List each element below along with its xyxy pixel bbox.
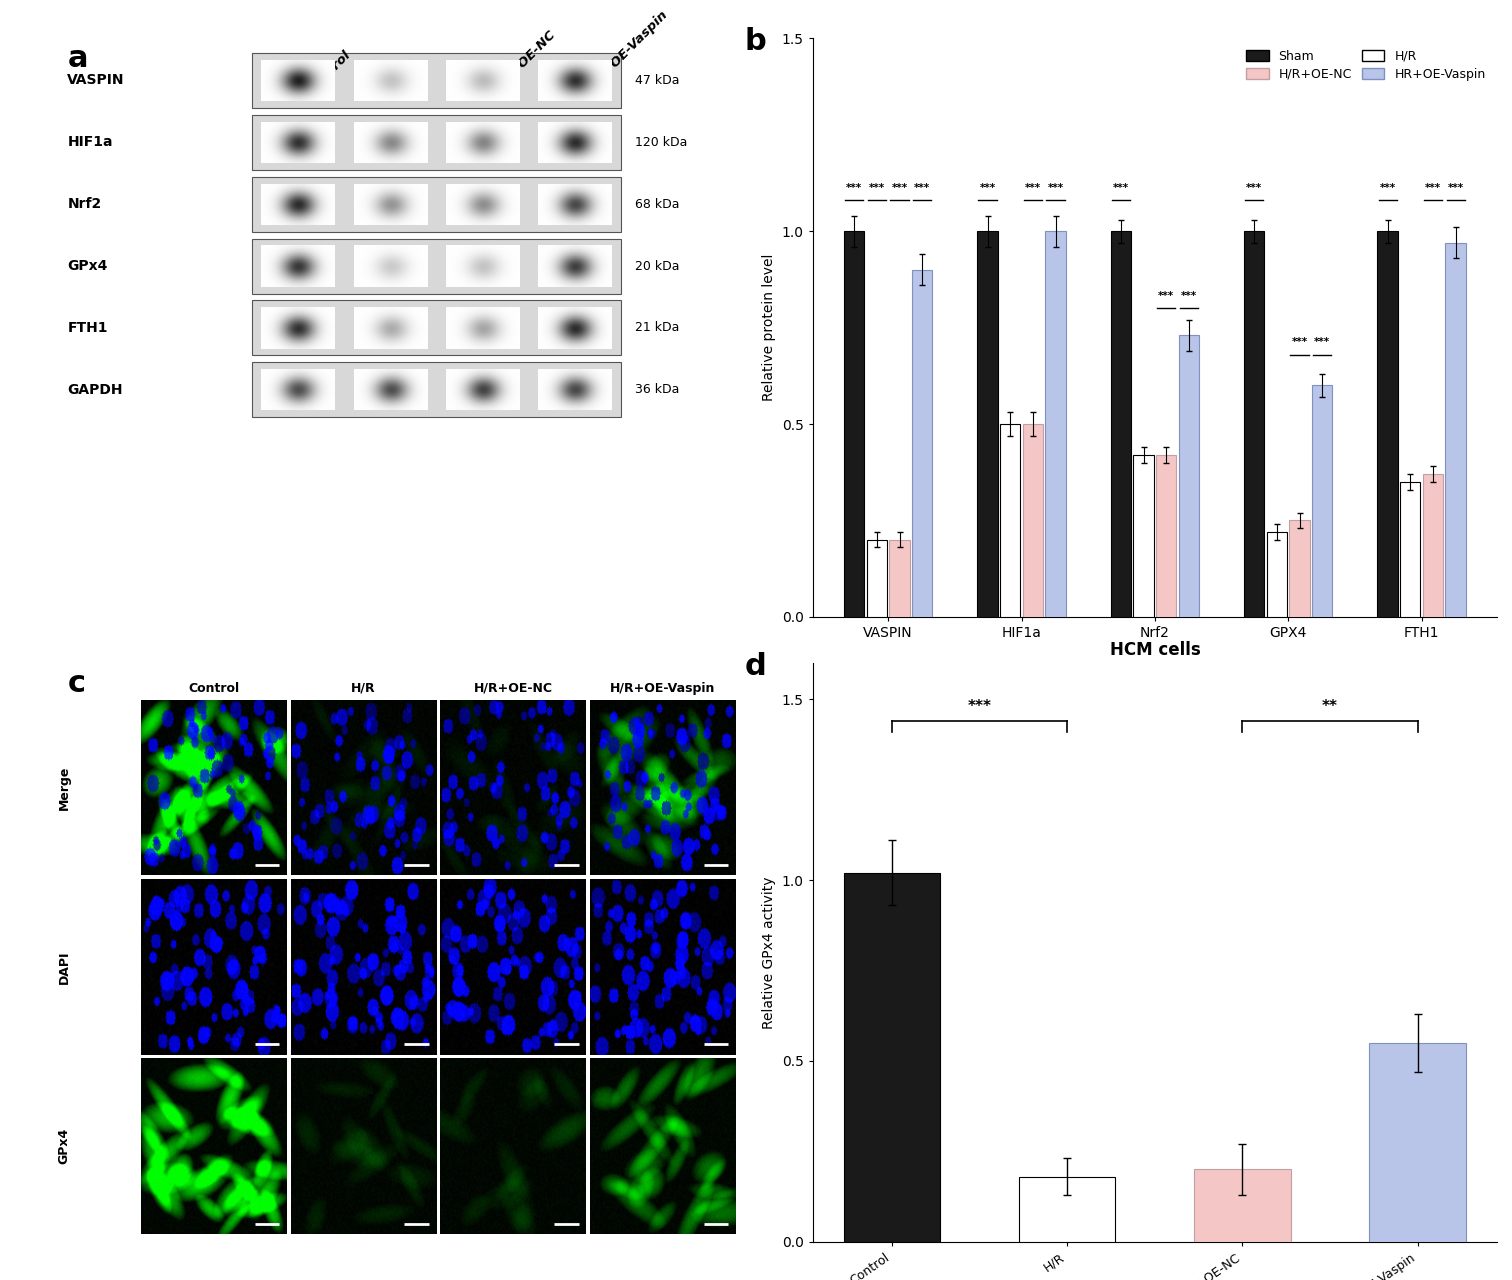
Bar bbox=[912, 270, 933, 617]
Bar bbox=[1134, 454, 1154, 617]
Text: H/R+OE-Vaspin: H/R+OE-Vaspin bbox=[582, 8, 670, 96]
Bar bbox=[1179, 335, 1199, 617]
Y-axis label: Relative GPx4 activity: Relative GPx4 activity bbox=[762, 876, 776, 1029]
Text: ***: *** bbox=[869, 183, 885, 193]
FancyBboxPatch shape bbox=[253, 238, 621, 293]
Bar bbox=[866, 540, 888, 617]
FancyBboxPatch shape bbox=[253, 301, 621, 356]
Text: H/R: H/R bbox=[351, 682, 376, 695]
Bar bbox=[977, 232, 998, 617]
Text: H/R+OE-Vaspin: H/R+OE-Vaspin bbox=[611, 682, 715, 695]
Bar bbox=[1244, 232, 1264, 617]
Text: GPx4: GPx4 bbox=[68, 259, 107, 273]
Bar bbox=[1022, 424, 1043, 617]
Bar bbox=[1194, 1170, 1291, 1242]
Text: 20 kDa: 20 kDa bbox=[635, 260, 679, 273]
Text: ***: *** bbox=[1424, 183, 1441, 193]
Text: ***: *** bbox=[1181, 291, 1198, 301]
FancyBboxPatch shape bbox=[253, 177, 621, 232]
Text: ***: *** bbox=[1158, 291, 1175, 301]
Text: ***: *** bbox=[1246, 183, 1263, 193]
Text: 47 kDa: 47 kDa bbox=[635, 74, 679, 87]
Bar bbox=[1157, 454, 1176, 617]
Text: ***: *** bbox=[1025, 183, 1040, 193]
Bar bbox=[1423, 474, 1442, 617]
Bar bbox=[1045, 232, 1066, 617]
Text: H/R+OE-NC: H/R+OE-NC bbox=[473, 682, 553, 695]
Text: ***: *** bbox=[892, 183, 907, 193]
Bar bbox=[1019, 1176, 1116, 1242]
Text: DAPI: DAPI bbox=[57, 950, 71, 983]
Y-axis label: Relative protein level: Relative protein level bbox=[762, 253, 776, 402]
Text: VASPIN: VASPIN bbox=[68, 73, 125, 87]
Bar bbox=[1377, 232, 1397, 617]
Bar bbox=[1111, 232, 1131, 617]
FancyBboxPatch shape bbox=[253, 115, 621, 170]
Text: H/R+OE-NC: H/R+OE-NC bbox=[490, 28, 558, 96]
Text: 68 kDa: 68 kDa bbox=[635, 197, 679, 211]
Text: ***: *** bbox=[1314, 337, 1331, 347]
Text: ***: *** bbox=[1048, 183, 1063, 193]
Text: HIF1a: HIF1a bbox=[68, 136, 113, 150]
Text: 36 kDa: 36 kDa bbox=[635, 383, 679, 397]
Bar bbox=[889, 540, 910, 617]
FancyBboxPatch shape bbox=[253, 362, 621, 417]
Text: 21 kDa: 21 kDa bbox=[635, 321, 679, 334]
Bar bbox=[1312, 385, 1332, 617]
Bar bbox=[1400, 481, 1420, 617]
Bar bbox=[999, 424, 1021, 617]
Text: Nrf2: Nrf2 bbox=[68, 197, 101, 211]
Bar bbox=[1267, 532, 1287, 617]
Text: 120 kDa: 120 kDa bbox=[635, 136, 688, 148]
Bar bbox=[1290, 521, 1309, 617]
Text: ***: *** bbox=[1291, 337, 1308, 347]
Text: FTH1: FTH1 bbox=[68, 321, 107, 335]
Text: GPx4: GPx4 bbox=[57, 1128, 71, 1165]
Text: d: d bbox=[744, 652, 767, 681]
Text: ***: *** bbox=[968, 699, 992, 714]
Legend: Sham, H/R+OE-NC, H/R, HR+OE-Vaspin: Sham, H/R+OE-NC, H/R, HR+OE-Vaspin bbox=[1241, 45, 1491, 86]
Bar bbox=[1370, 1043, 1465, 1242]
Text: ***: *** bbox=[915, 183, 930, 193]
Text: a: a bbox=[68, 45, 88, 73]
Text: b: b bbox=[744, 27, 767, 56]
Bar bbox=[844, 873, 940, 1242]
Text: ***: *** bbox=[1113, 183, 1129, 193]
Text: Control: Control bbox=[189, 682, 239, 695]
Text: ***: *** bbox=[847, 183, 862, 193]
Text: Merge: Merge bbox=[57, 765, 71, 810]
Text: ***: *** bbox=[1447, 183, 1464, 193]
Bar bbox=[844, 232, 865, 617]
Text: H/R: H/R bbox=[398, 69, 425, 96]
FancyBboxPatch shape bbox=[253, 52, 621, 108]
Text: c: c bbox=[68, 669, 85, 698]
Text: **: ** bbox=[1321, 699, 1338, 714]
Text: GAPDH: GAPDH bbox=[68, 383, 122, 397]
Text: ***: *** bbox=[1379, 183, 1396, 193]
Bar bbox=[1445, 243, 1465, 617]
Title: HCM cells: HCM cells bbox=[1110, 641, 1201, 659]
Text: ***: *** bbox=[980, 183, 995, 193]
Text: Control: Control bbox=[305, 49, 352, 96]
